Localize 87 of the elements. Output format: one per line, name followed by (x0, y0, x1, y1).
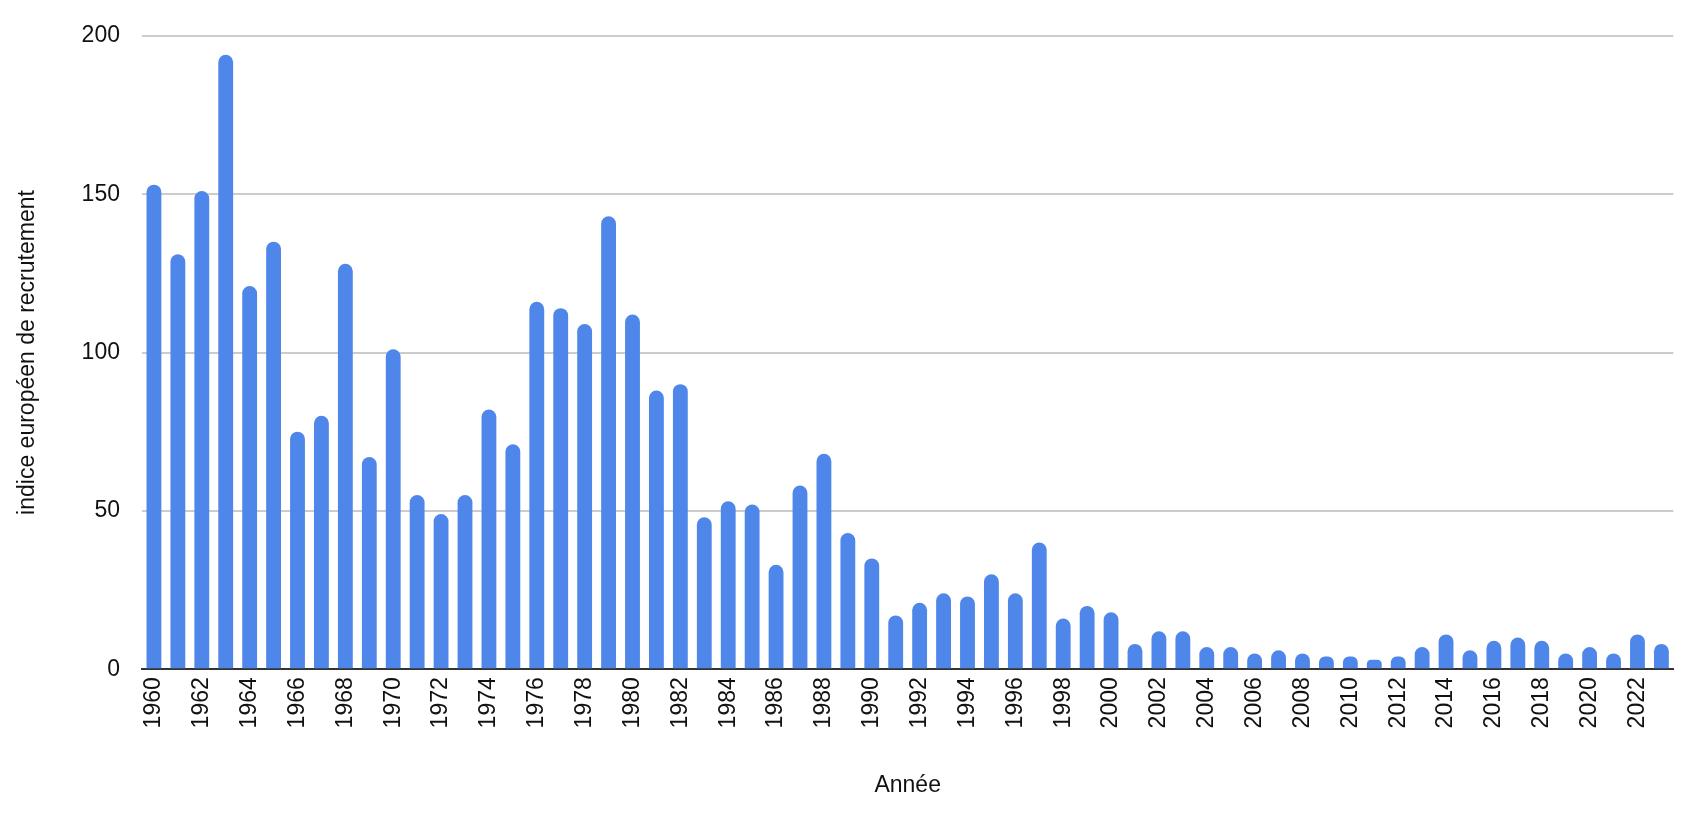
bar (864, 558, 880, 669)
y-tick-label: 100 (81, 337, 120, 364)
bar (385, 349, 401, 669)
bar (409, 495, 425, 669)
x-tick-label: 1964 (234, 677, 261, 729)
bar (672, 384, 688, 669)
bar (649, 390, 664, 669)
x-tick-label: 1974 (474, 677, 501, 729)
bar (625, 314, 640, 669)
x-tick-label: 1968 (330, 677, 357, 729)
y-axis-title: indice européen de recrutement (13, 189, 40, 515)
x-tick-label: 1996 (1000, 677, 1027, 729)
bar (146, 184, 162, 669)
bar (553, 308, 569, 669)
bar (481, 409, 497, 669)
bar (194, 190, 210, 669)
bar (361, 457, 377, 669)
bar (1630, 634, 1645, 669)
x-tick-label: 1960 (139, 677, 166, 729)
bar (936, 593, 951, 669)
x-tick-label: 2000 (1096, 677, 1123, 729)
bar (577, 324, 593, 669)
x-tick-label: 2014 (1431, 677, 1458, 729)
x-tick-label: 1972 (426, 677, 453, 729)
x-tick-label: 1988 (809, 677, 836, 729)
x-tick-label: 1992 (904, 677, 931, 729)
x-tick-label: 1976 (522, 677, 549, 729)
x-tick-label: 2008 (1287, 677, 1314, 729)
x-tick-label: 1982 (665, 677, 692, 729)
x-tick-label: 1998 (1048, 677, 1075, 729)
x-axis-title: Année (874, 770, 941, 797)
bar (696, 517, 712, 669)
bar (314, 415, 329, 669)
bar (1055, 618, 1071, 669)
bar (912, 602, 928, 669)
bar (840, 533, 856, 669)
bar (529, 301, 545, 669)
bar (1486, 640, 1502, 669)
x-tick-label: 2018 (1527, 677, 1554, 729)
bar (984, 574, 999, 669)
bar (457, 495, 473, 669)
x-tick-label: 1980 (617, 677, 644, 729)
x-tick-label: 2012 (1383, 677, 1410, 729)
bar (1031, 542, 1047, 669)
bar (601, 216, 616, 669)
bar (505, 444, 521, 669)
x-tick-label: 2010 (1335, 677, 1362, 729)
bar (242, 286, 258, 669)
x-tick-label: 2006 (1239, 677, 1266, 729)
bar (337, 263, 353, 669)
y-tick-label: 150 (81, 179, 120, 206)
x-tick-label: 2016 (1479, 677, 1506, 729)
x-tick-label: 1986 (761, 677, 788, 729)
bar (960, 596, 975, 669)
y-tick-label: 200 (81, 21, 120, 48)
x-tick-label: 2020 (1574, 677, 1601, 729)
x-tick-label: 1970 (378, 677, 405, 729)
x-tick-label: 2002 (1144, 677, 1171, 729)
bar (1151, 631, 1167, 669)
bar (888, 615, 904, 669)
x-tick-label: 1962 (187, 677, 214, 729)
bar (1007, 593, 1023, 669)
bar (290, 431, 305, 669)
x-tick-label: 1984 (713, 677, 740, 729)
bar (1079, 605, 1095, 669)
x-tick-label: 1990 (857, 677, 884, 729)
bar (170, 254, 186, 669)
bar (1103, 612, 1119, 669)
bar (792, 485, 808, 669)
bar (1510, 637, 1526, 669)
bar (1534, 640, 1550, 669)
bar (816, 453, 832, 669)
x-tick-label: 2004 (1192, 677, 1219, 729)
y-tick-label: 0 (107, 654, 120, 681)
bar (1438, 634, 1454, 669)
bar (1175, 631, 1191, 669)
bar (720, 501, 736, 669)
bar (744, 504, 760, 669)
y-tick-label: 50 (94, 496, 120, 523)
x-tick-label: 1966 (282, 677, 309, 729)
x-tick-label: 1994 (952, 677, 979, 729)
bar (433, 514, 449, 669)
bar (266, 241, 281, 669)
bar (218, 54, 234, 669)
bar (768, 564, 784, 669)
x-tick-label: 1978 (569, 677, 596, 729)
x-tick-label: 2022 (1622, 677, 1649, 729)
